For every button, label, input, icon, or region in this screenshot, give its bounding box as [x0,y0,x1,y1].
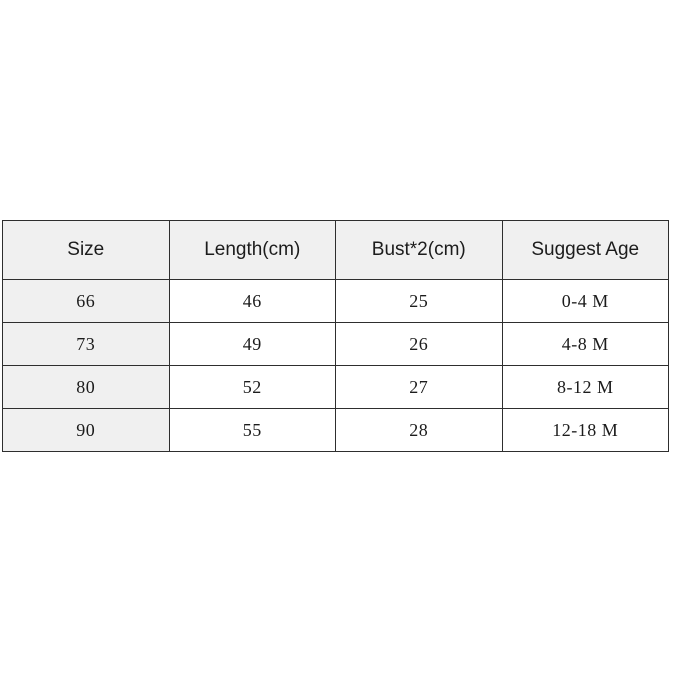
cell-length: 46 [168,279,336,323]
header-row: Size Length(cm) Bust*2(cm) Suggest Age [2,220,669,280]
table-body: 66 46 25 0-4 M 73 49 26 4-8 M 80 52 27 8… [2,279,669,452]
cell-bust: 28 [335,408,503,452]
column-header-size: Size [2,220,170,280]
cell-suggest-age: 12-18 M [501,408,669,452]
table-row: 90 55 28 12-18 M [2,408,669,452]
cell-length: 55 [168,408,336,452]
cell-size: 73 [2,322,170,366]
cell-suggest-age: 4-8 M [501,322,669,366]
cell-bust: 27 [335,365,503,409]
table-row: 66 46 25 0-4 M [2,279,669,323]
column-header-suggest-age: Suggest Age [501,220,669,280]
cell-bust: 25 [335,279,503,323]
cell-size: 66 [2,279,170,323]
column-header-length: Length(cm) [168,220,336,280]
size-chart-table: Size Length(cm) Bust*2(cm) Suggest Age 6… [2,220,669,452]
table-row: 80 52 27 8-12 M [2,365,669,409]
cell-size: 90 [2,408,170,452]
cell-size: 80 [2,365,170,409]
cell-suggest-age: 0-4 M [501,279,669,323]
cell-length: 52 [168,365,336,409]
cell-bust: 26 [335,322,503,366]
table-row: 73 49 26 4-8 M [2,322,669,366]
table-header: Size Length(cm) Bust*2(cm) Suggest Age [2,220,669,280]
cell-suggest-age: 8-12 M [501,365,669,409]
column-header-bust: Bust*2(cm) [335,220,503,280]
cell-length: 49 [168,322,336,366]
